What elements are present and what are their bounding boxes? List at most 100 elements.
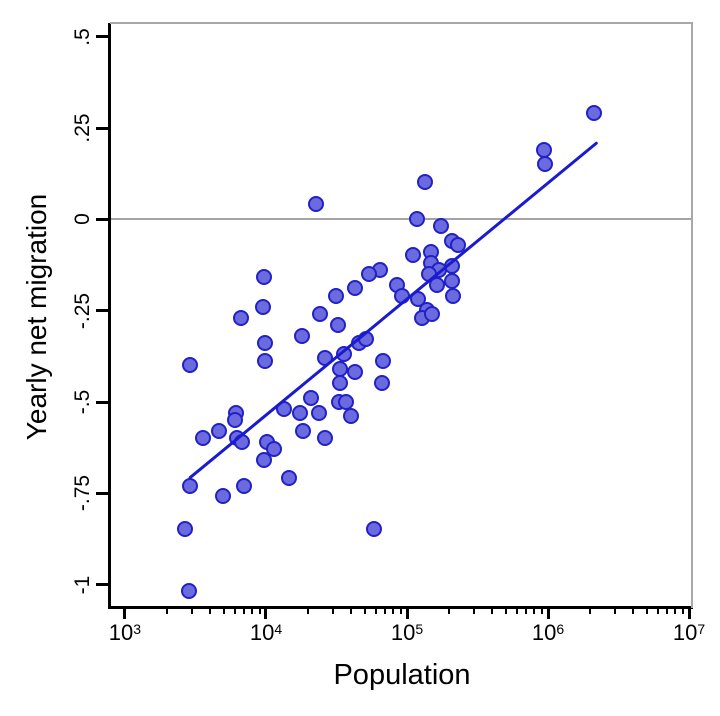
x-axis-minor-tick [166, 609, 169, 614]
y-axis-tick-label: -.75 [71, 475, 94, 512]
data-point [450, 236, 467, 253]
data-point [254, 298, 271, 315]
data-point [343, 408, 360, 425]
x-axis-minor-tick [384, 609, 387, 614]
x-axis-minor-tick [540, 609, 543, 614]
x-axis-minor-tick [307, 609, 310, 614]
y-axis-line [108, 23, 111, 609]
data-point [295, 422, 312, 439]
x-axis-minor-tick [399, 609, 402, 614]
data-point [215, 488, 232, 505]
data-point [292, 404, 309, 421]
x-axis-minor-tick [589, 609, 592, 614]
x-tick-exponent: 3 [133, 621, 142, 637]
data-point [177, 521, 194, 538]
data-point [332, 375, 349, 392]
y-axis-tick-label: 0 [71, 213, 94, 226]
plot-frame-right [691, 22, 693, 608]
data-point [405, 247, 422, 264]
x-axis-minor-tick [515, 609, 518, 614]
x-tick-exponent: 7 [697, 621, 706, 637]
x-tick-base: 10 [249, 620, 275, 645]
x-tick-exponent: 4 [274, 621, 283, 637]
data-point [257, 353, 274, 370]
x-axis-minor-tick [222, 609, 225, 614]
x-axis-tick-label: 104 [250, 620, 282, 646]
x-tick-exponent: 5 [415, 621, 424, 637]
y-axis-title: Yearly net migration [21, 193, 52, 441]
x-axis-minor-tick [504, 609, 507, 614]
x-axis-minor-tick [666, 609, 669, 614]
data-point [537, 156, 554, 173]
x-tick-base: 10 [108, 620, 134, 645]
y-axis-tick-label: -.25 [71, 292, 94, 329]
x-axis-minor-tick [490, 609, 493, 614]
data-point [329, 316, 346, 333]
x-axis-tick [687, 609, 691, 619]
x-axis-minor-tick [374, 609, 377, 614]
data-point [360, 265, 377, 282]
x-axis-tick [405, 609, 409, 619]
data-point [346, 364, 363, 381]
x-axis-tick-label: 107 [673, 620, 705, 646]
y-axis-tick-label: -1 [71, 575, 94, 594]
x-axis-minor-tick [614, 609, 617, 614]
x-axis-minor-tick [645, 609, 648, 614]
data-point [302, 389, 319, 406]
x-axis-tick [123, 609, 127, 619]
data-point [227, 411, 244, 428]
plot-frame-top [110, 22, 693, 24]
data-point [312, 305, 329, 322]
data-point [255, 451, 272, 468]
x-axis-tick-label: 106 [532, 620, 564, 646]
y-axis-tick [96, 491, 108, 495]
data-point [317, 430, 334, 447]
y-axis-tick-label: -.5 [71, 389, 94, 415]
data-point [181, 477, 198, 494]
data-point [294, 327, 311, 344]
data-point [257, 335, 274, 352]
data-point [586, 105, 603, 122]
y-axis-tick [96, 126, 108, 130]
x-axis-minor-tick [525, 609, 528, 614]
data-point [255, 269, 272, 286]
data-point [307, 196, 324, 213]
x-axis-minor-tick [448, 609, 451, 614]
x-tick-base: 10 [390, 620, 416, 645]
data-point [180, 583, 197, 600]
zero-reference-line [111, 218, 691, 221]
data-point [374, 353, 391, 370]
y-axis-tick [96, 217, 108, 221]
x-axis-minor-tick [258, 609, 261, 614]
data-point [373, 375, 390, 392]
data-point [181, 357, 198, 374]
data-point [443, 273, 460, 290]
data-point [232, 309, 249, 326]
data-point [338, 393, 355, 410]
x-axis-minor-tick [233, 609, 236, 614]
data-point [194, 430, 211, 447]
x-axis-tick [264, 609, 268, 619]
data-point [311, 404, 328, 421]
x-axis-minor-tick [392, 609, 395, 614]
x-axis-minor-tick [332, 609, 335, 614]
x-axis-minor-tick [681, 609, 684, 614]
x-axis-tick-label: 105 [391, 620, 423, 646]
data-point [432, 218, 449, 235]
x-axis-minor-tick [208, 609, 211, 614]
y-axis-tick [96, 35, 108, 39]
y-axis-tick [96, 583, 108, 587]
x-axis-minor-tick [191, 609, 194, 614]
data-point [416, 174, 433, 191]
data-point [281, 470, 298, 487]
data-point [409, 210, 426, 227]
x-axis-minor-tick [656, 609, 659, 614]
x-axis-minor-tick [674, 609, 677, 614]
data-point [424, 305, 441, 322]
x-tick-base: 10 [672, 620, 698, 645]
y-axis-tick [96, 309, 108, 313]
x-axis-line [108, 606, 693, 609]
x-axis-minor-tick [251, 609, 254, 614]
